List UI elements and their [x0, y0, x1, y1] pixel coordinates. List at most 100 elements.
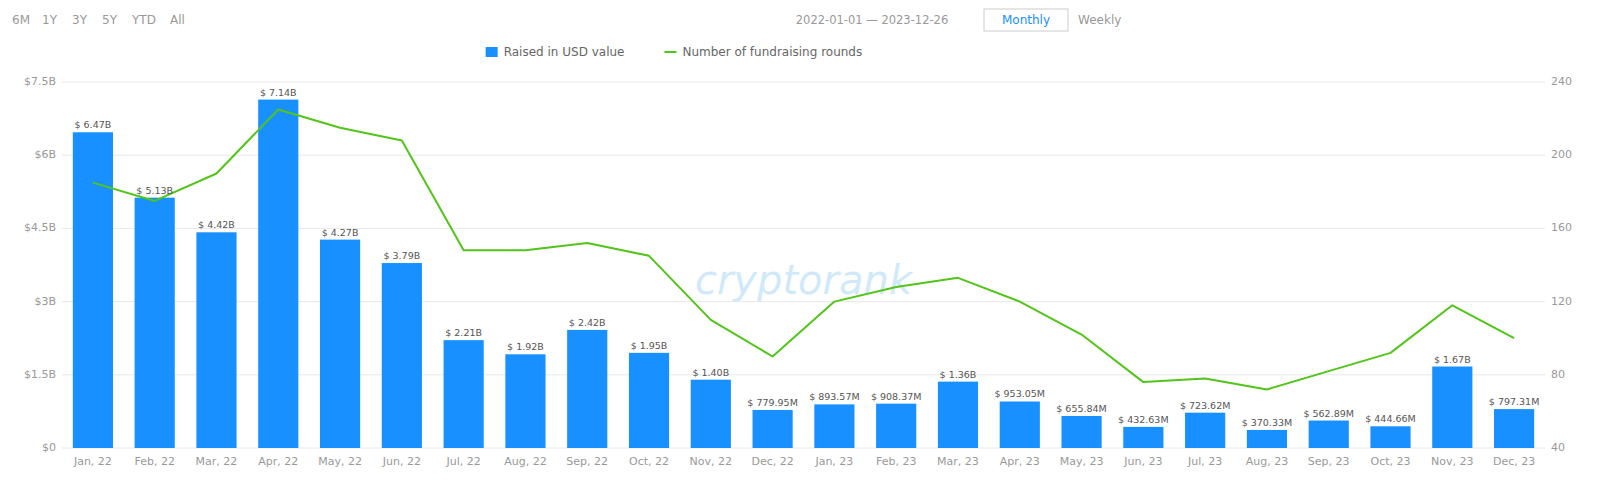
y-tick-label: $7.5B	[24, 75, 56, 88]
x-tick-label: May, 23	[1060, 455, 1104, 468]
y2-tick-label: 40	[1551, 441, 1565, 454]
x-tick-label: May, 22	[318, 455, 362, 468]
bar	[1432, 367, 1472, 448]
data-label: $ 444.66M	[1365, 413, 1416, 424]
x-tick-label: Sep, 22	[566, 455, 608, 468]
x-tick-label: Jun, 22	[382, 455, 421, 468]
x-tick-label: Oct, 22	[629, 455, 669, 468]
x-tick-label: Jul, 23	[1187, 455, 1222, 468]
bar	[629, 353, 669, 448]
data-label: $ 779.95M	[747, 397, 798, 408]
bar	[196, 232, 236, 448]
grid	[62, 82, 1545, 448]
data-label: $ 370.33M	[1242, 417, 1293, 428]
legend-label: Number of fundraising rounds	[682, 45, 862, 59]
period-button: Monthly	[1002, 13, 1050, 27]
line	[93, 109, 1514, 389]
data-label: $ 1.67B	[1434, 354, 1471, 365]
range-button: 5Y	[102, 13, 118, 27]
y2-tick-label: 120	[1551, 295, 1572, 308]
range-button: 3Y	[72, 13, 88, 27]
data-label: $ 1.92B	[507, 341, 544, 352]
bar	[814, 404, 854, 448]
y2-tick-label: 240	[1551, 75, 1572, 88]
data-label: $ 432.63M	[1118, 414, 1169, 425]
bar	[1370, 426, 1410, 448]
y-tick-label: $1.5B	[24, 368, 56, 381]
bar	[382, 263, 422, 448]
data-label: $ 5.13B	[136, 185, 173, 196]
y2-tick-label: 80	[1551, 368, 1565, 381]
bar	[320, 240, 360, 448]
legend-swatch	[664, 51, 676, 53]
bar	[505, 354, 545, 448]
bar	[691, 380, 731, 448]
x-tick-label: Jan, 23	[814, 455, 853, 468]
bar	[876, 404, 916, 448]
data-label: $ 4.42B	[198, 219, 235, 230]
bar	[1309, 421, 1349, 448]
x-tick-label: Feb, 23	[876, 455, 916, 468]
data-label: $ 1.36B	[940, 369, 977, 380]
x-tick-label: Aug, 22	[504, 455, 546, 468]
data-label: $ 1.40B	[692, 367, 729, 378]
bar	[753, 410, 793, 448]
x-tick-label: Mar, 23	[937, 455, 979, 468]
x-tick-label: Mar, 22	[196, 455, 238, 468]
legend: Raised in USD value Number of fundraising…	[486, 45, 863, 59]
range-button: All	[170, 13, 185, 27]
x-tick-label: Jan, 22	[73, 455, 112, 468]
x-tick-label: Aug, 23	[1246, 455, 1288, 468]
y-tick-label: $0	[42, 441, 56, 454]
range-button: YTD	[131, 13, 156, 27]
range-button: 1Y	[42, 13, 58, 27]
x-tick-label: Oct, 23	[1371, 455, 1411, 468]
watermark: cryptorank	[695, 257, 914, 303]
bar	[73, 132, 113, 448]
data-label: $ 2.42B	[569, 317, 606, 328]
period-button: Weekly	[1078, 13, 1121, 27]
bar	[1247, 430, 1287, 448]
x-tick-label: Dec, 22	[751, 455, 793, 468]
data-label: $ 7.14B	[260, 87, 297, 98]
marks	[73, 100, 1534, 448]
data-label: $ 723.62M	[1180, 400, 1231, 411]
x-tick-label: Feb, 22	[134, 455, 174, 468]
bar	[938, 382, 978, 448]
bar	[444, 340, 484, 448]
data-label: $ 797.31M	[1489, 396, 1540, 407]
data-label: $ 3.79B	[383, 250, 420, 261]
data-label: $ 6.47B	[75, 119, 112, 130]
y2-tick-label: 160	[1551, 221, 1572, 234]
data-label: $ 562.89M	[1303, 408, 1354, 419]
x-tick-label: Apr, 22	[258, 455, 298, 468]
bar	[1123, 427, 1163, 448]
y-tick-label: $4.5B	[24, 221, 56, 234]
data-label: $ 893.57M	[809, 391, 860, 402]
x-tick-label: Apr, 23	[1000, 455, 1040, 468]
data-label: $ 908.37M	[871, 391, 922, 402]
data-label: $ 953.05M	[995, 388, 1046, 399]
data-label: $ 1.95B	[631, 340, 668, 351]
bar	[1185, 413, 1225, 448]
range-button: 6M	[12, 13, 30, 27]
bar	[567, 330, 607, 448]
bar	[258, 100, 298, 448]
bar	[1000, 401, 1040, 448]
nav-bar: 6M 1Y 3Y 5Y YTD All 2022-01-01 — 2023-12-26 Mon…	[12, 9, 1121, 31]
y2-tick-label: 200	[1551, 148, 1572, 161]
x-tick-label: Jul, 22	[446, 455, 481, 468]
chart: cryptorank$0$1.5B$3B$4.5B$6B$7.5B4080120…	[0, 0, 1600, 493]
y-tick-label: $6B	[34, 148, 56, 161]
x-tick-label: Nov, 22	[690, 455, 732, 468]
grid-line	[62, 82, 1545, 83]
bar	[1494, 409, 1534, 448]
x-tick-label: Sep, 23	[1308, 455, 1350, 468]
legend-swatch	[486, 47, 498, 57]
bar	[1061, 416, 1101, 448]
x-tick-label: Dec, 23	[1493, 455, 1535, 468]
legend-label: Raised in USD value	[504, 45, 625, 59]
date-range: 2022-01-01 — 2023-12-26	[796, 13, 948, 27]
bar	[135, 198, 175, 448]
data-label: $ 2.21B	[445, 327, 482, 338]
